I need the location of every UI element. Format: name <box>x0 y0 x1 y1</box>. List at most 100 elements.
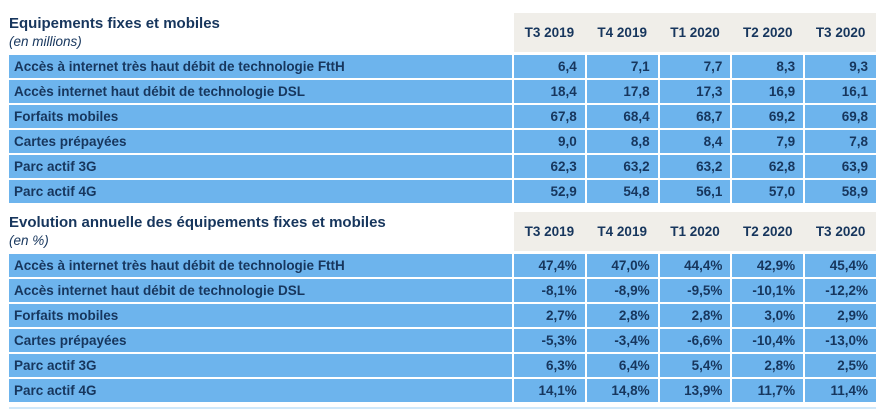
table-header: Evolution annuelle des équipements fixes… <box>9 212 876 251</box>
row-label: Parc actif 4G <box>9 379 512 402</box>
value-cell: 16,1 <box>805 80 876 103</box>
value-cell: 63,2 <box>659 155 731 178</box>
table-row: Parc actif 4G 52,9 54,8 56,1 57,0 58,9 <box>9 180 876 203</box>
table-row: Cartes prépayées -5,3% -3,4% -6,6% -10,4… <box>9 329 876 352</box>
value-cell: 13,9% <box>659 379 731 402</box>
value-cell: -13,0% <box>805 329 876 352</box>
value-cell: 9,3 <box>805 55 876 78</box>
value-cell: -10,1% <box>732 279 804 302</box>
value-cell: 6,3% <box>514 354 585 377</box>
quarter-header-band: T3 2019 T4 2019 T1 2020 T2 2020 T3 2020 <box>514 13 876 52</box>
value-cell: 47,4% <box>514 254 585 277</box>
value-cell: 2,9% <box>805 304 876 327</box>
row-label: Forfaits mobiles <box>9 304 512 327</box>
table-row: Parc actif 4G 14,1% 14,8% 13,9% 11,7% 11… <box>9 379 876 402</box>
value-cell: 42,9% <box>732 254 804 277</box>
value-cell: 5,4% <box>659 354 731 377</box>
value-cell: 18,4 <box>514 80 585 103</box>
column-header-quarter: T2 2020 <box>743 224 793 239</box>
value-cell: 14,8% <box>586 379 658 402</box>
column-header-quarter: T4 2019 <box>597 224 647 239</box>
table-row: Parc actif 3G 6,3% 6,4% 5,4% 2,8% 2,5% <box>9 354 876 377</box>
value-cell: 8,3 <box>732 55 804 78</box>
value-cell: 17,8 <box>586 80 658 103</box>
value-cell: 16,9 <box>732 80 804 103</box>
value-cell: 9,0 <box>514 130 585 153</box>
value-cell: 2,8% <box>586 304 658 327</box>
table-title: Evolution annuelle des équipements fixes… <box>9 214 386 231</box>
table-body: Accès à internet très haut débit de tech… <box>9 55 876 203</box>
row-label: Parc actif 3G <box>9 155 512 178</box>
row-label: Parc actif 4G <box>9 180 512 203</box>
value-cell: -6,6% <box>659 329 731 352</box>
value-cell: 62,8 <box>732 155 804 178</box>
row-label: Accès à internet très haut débit de tech… <box>9 55 512 78</box>
value-cell: -10,4% <box>732 329 804 352</box>
value-cell: -8,1% <box>514 279 585 302</box>
table-header: Equipements fixes et mobiles (en million… <box>9 13 876 52</box>
row-label: Cartes prépayées <box>9 329 512 352</box>
value-cell: 11,7% <box>732 379 804 402</box>
table-title-block: Evolution annuelle des équipements fixes… <box>9 212 514 251</box>
table-unit-subtitle: (en %) <box>9 233 49 248</box>
table-row: Cartes prépayées 9,0 8,8 8,4 7,9 7,8 <box>9 130 876 153</box>
row-label: Cartes prépayées <box>9 130 512 153</box>
row-label: Accès internet haut débit de technologie… <box>9 279 512 302</box>
value-cell: 44,4% <box>659 254 731 277</box>
value-cell: 69,8 <box>805 105 876 128</box>
value-cell: 2,8% <box>732 354 804 377</box>
table-row: Accès à internet très haut débit de tech… <box>9 254 876 277</box>
value-cell: 45,4% <box>805 254 876 277</box>
row-label: Accès à internet très haut débit de tech… <box>9 254 512 277</box>
value-cell: 47,0% <box>586 254 658 277</box>
value-cell: -5,3% <box>514 329 585 352</box>
column-header-quarter: T1 2020 <box>670 224 720 239</box>
value-cell: 6,4% <box>586 354 658 377</box>
column-header-quarter: T4 2019 <box>597 25 647 40</box>
value-cell: 7,9 <box>732 130 804 153</box>
row-label: Forfaits mobiles <box>9 105 512 128</box>
value-cell: 7,8 <box>805 130 876 153</box>
value-cell: 14,1% <box>514 379 585 402</box>
value-cell: 52,9 <box>514 180 585 203</box>
column-header-quarter: T3 2019 <box>524 224 575 239</box>
value-cell: 68,4 <box>586 105 658 128</box>
value-cell: 58,9 <box>805 180 876 203</box>
table-row: Parc actif 3G 62,3 63,2 63,2 62,8 63,9 <box>9 155 876 178</box>
value-cell: 11,4% <box>805 379 876 402</box>
value-cell: 63,9 <box>805 155 876 178</box>
value-cell: 2,7% <box>514 304 585 327</box>
value-cell: 8,8 <box>586 130 658 153</box>
column-header-quarter: T3 2020 <box>815 25 866 40</box>
table-row: Accès internet haut débit de technologie… <box>9 80 876 103</box>
value-cell: 54,8 <box>586 180 658 203</box>
column-header-quarter: T2 2020 <box>743 25 793 40</box>
value-cell: 7,7 <box>659 55 731 78</box>
row-label: Accès internet haut débit de technologie… <box>9 80 512 103</box>
value-cell: 69,2 <box>732 105 804 128</box>
value-cell: 17,3 <box>659 80 731 103</box>
value-cell: -12,2% <box>805 279 876 302</box>
value-cell: -9,5% <box>659 279 731 302</box>
table-body: Accès à internet très haut débit de tech… <box>9 254 876 409</box>
column-header-quarter: T1 2020 <box>670 25 720 40</box>
value-cell: 8,4 <box>659 130 731 153</box>
value-cell: 62,3 <box>514 155 585 178</box>
value-cell: 6,4 <box>514 55 585 78</box>
value-cell: 68,7 <box>659 105 731 128</box>
row-label: Parc actif 3G <box>9 354 512 377</box>
table-evolution-annuelle: Evolution annuelle des équipements fixes… <box>9 212 876 409</box>
table-row: Forfaits mobiles 2,7% 2,8% 2,8% 3,0% 2,9… <box>9 304 876 327</box>
value-cell: -8,9% <box>586 279 658 302</box>
table-equipements-fixes-mobiles: Equipements fixes et mobiles (en million… <box>9 13 876 203</box>
table-row: Accès internet haut débit de technologie… <box>9 279 876 302</box>
value-cell: 2,8% <box>659 304 731 327</box>
table-title-block: Equipements fixes et mobiles (en million… <box>9 13 514 52</box>
value-cell: 67,8 <box>514 105 585 128</box>
table-row: Accès à internet très haut débit de tech… <box>9 55 876 78</box>
value-cell: 3,0% <box>732 304 804 327</box>
table-row: Forfaits mobiles 67,8 68,4 68,7 69,2 69,… <box>9 105 876 128</box>
value-cell: 57,0 <box>732 180 804 203</box>
table-unit-subtitle: (en millions) <box>9 34 82 49</box>
value-cell: -3,4% <box>586 329 658 352</box>
